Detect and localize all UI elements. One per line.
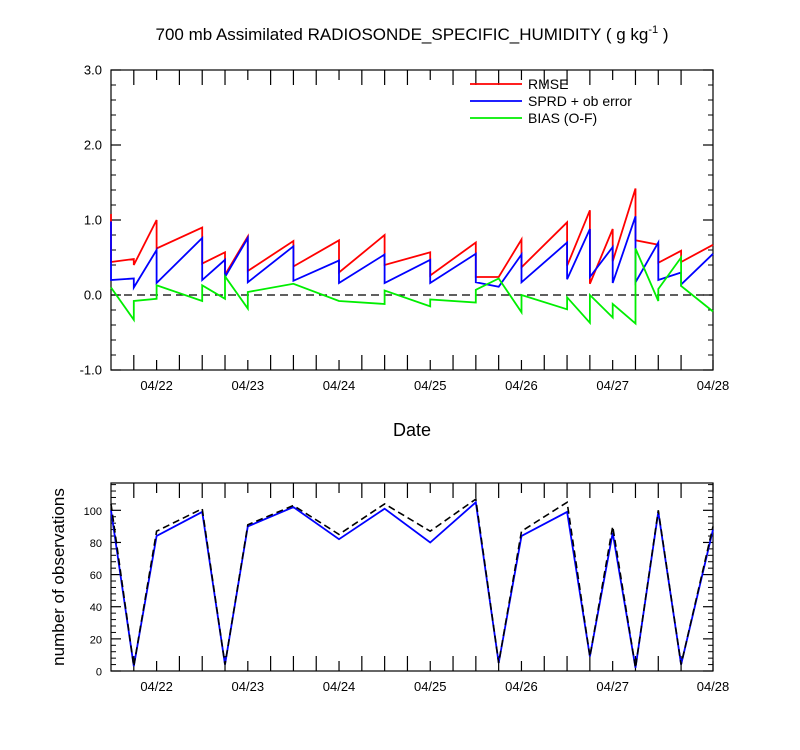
top-chart-panel: 04/22 04/23 04/24 04/25 04/26 04/27 04/28 -1.0 0… — [80, 63, 730, 394]
bottom-y-tick-label: 0 — [96, 667, 102, 679]
bottom-y-tick-label: 20 — [90, 634, 102, 646]
bottom-y-tick-label: 40 — [90, 602, 102, 614]
bottom-plot-frame — [110, 482, 714, 672]
bottom-axis-ticks — [111, 483, 714, 672]
top-plot-frame — [110, 69, 714, 371]
legend-bias-label: BIAS (O-F) — [528, 110, 597, 126]
bottom-y-tick-label: 80 — [90, 538, 102, 550]
legend-rmse-label: RMSE — [528, 76, 568, 92]
top-chart-title: 700 mb Assimilated RADIOSONDE_SPECIFIC_H… — [155, 24, 668, 44]
top-x-tick-label: 04/23 — [232, 378, 265, 393]
top-x-tick-label: 04/25 — [414, 378, 447, 393]
top-y-tick-label: 3.0 — [84, 63, 102, 78]
bottom-y-tick-label: 60 — [90, 570, 102, 582]
top-series-sprd-ob-error — [110, 216, 714, 291]
bottom-tick-labels: 04/22 04/23 04/24 04/25 04/26 04/27 04/28 0 20 40… — [84, 506, 730, 694]
bottom-x-tick-label: 04/23 — [232, 679, 265, 694]
top-x-tick-label: 04/22 — [140, 378, 173, 393]
bottom-x-tick-label: 04/28 — [697, 679, 730, 694]
top-y-tick-label: -1.0 — [80, 363, 102, 378]
top-x-tick-label: 04/26 — [505, 378, 538, 393]
y-axis-label-observations: number of observations — [49, 488, 68, 666]
bottom-y-tick-label: 100 — [84, 506, 102, 518]
top-series-group — [110, 188, 714, 326]
top-axis-ticks — [111, 69, 714, 371]
top-x-tick-label: 04/24 — [323, 378, 356, 393]
top-series-bias-o-f — [110, 248, 714, 326]
top-y-tick-label: 1.0 — [84, 213, 102, 228]
bottom-x-tick-label: 04/22 — [140, 679, 173, 694]
bottom-x-tick-label: 04/26 — [505, 679, 538, 694]
top-y-tick-label: 2.0 — [84, 138, 102, 153]
legend: RMSE SPRD + ob error BIAS (O-F) — [470, 76, 632, 126]
top-tick-labels: 04/22 04/23 04/24 04/25 04/26 04/27 04/28 -1.0 0… — [80, 63, 730, 394]
legend-sprd-label: SPRD + ob error — [528, 93, 632, 109]
top-x-tick-label: 04/28 — [697, 378, 730, 393]
top-x-tick-label: 04/27 — [596, 378, 629, 393]
x-axis-label: Date — [393, 420, 431, 440]
top-y-tick-label: 0.0 — [84, 288, 102, 303]
bottom-x-tick-label: 04/27 — [596, 679, 629, 694]
bottom-x-tick-label: 04/24 — [323, 679, 356, 694]
bottom-chart-panel: 04/22 04/23 04/24 04/25 04/26 04/27 04/28 0 20 40… — [84, 482, 730, 694]
bottom-x-tick-label: 04/25 — [414, 679, 447, 694]
bottom-series-group — [110, 497, 714, 668]
bottom-series-observations-possible — [110, 497, 714, 668]
